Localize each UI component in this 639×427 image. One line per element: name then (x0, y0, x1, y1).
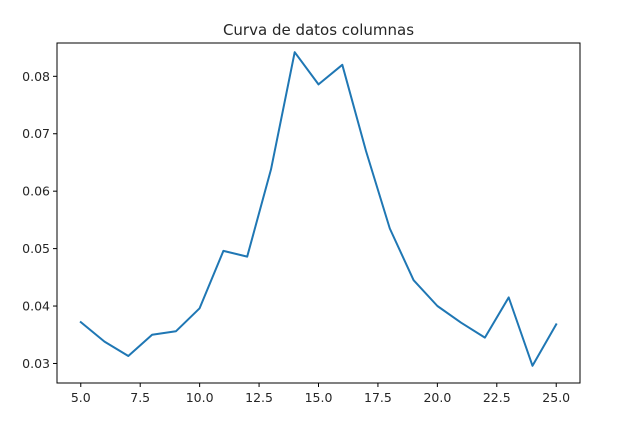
x-axis: 5.0 7.5 10.0 12.5 15.0 17.5 20.0 22.5 25.0 (71, 383, 570, 405)
y-tick-label: 0.04 (22, 299, 50, 314)
series-line (79, 51, 558, 367)
x-tick-label: 22.5 (483, 390, 511, 405)
y-tick-label: 0.06 (22, 184, 50, 199)
x-tick-label: 15.0 (305, 390, 333, 405)
plot-area (79, 51, 558, 367)
x-tick-label: 12.5 (245, 390, 273, 405)
y-axis: 0.03 0.04 0.05 0.06 0.07 0.08 (22, 69, 57, 371)
x-tick-label: 10.0 (186, 390, 214, 405)
x-tick-label: 7.5 (130, 390, 150, 405)
x-tick-label: 20.0 (423, 390, 451, 405)
y-tick-label: 0.05 (22, 241, 50, 256)
x-tick-label: 17.5 (364, 390, 392, 405)
y-tick-label: 0.07 (22, 126, 50, 141)
x-tick-label: 5.0 (71, 390, 91, 405)
y-tick-label: 0.03 (22, 356, 50, 371)
x-tick-label: 25.0 (542, 390, 570, 405)
plot-frame (56, 42, 581, 384)
y-tick-label: 0.08 (22, 69, 50, 84)
chart-title: Curva de datos columnas (223, 21, 414, 39)
